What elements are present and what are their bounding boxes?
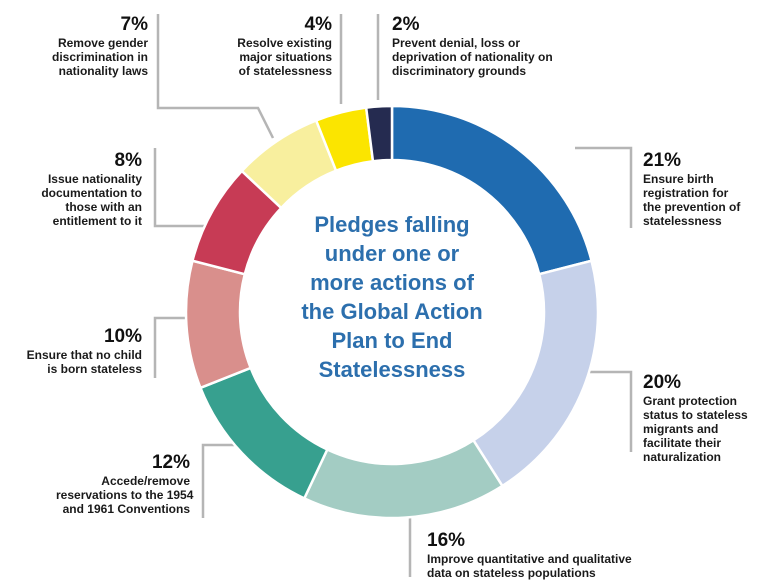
donut-slices bbox=[184, 104, 600, 520]
slice-description-line: migrants and bbox=[643, 422, 719, 436]
chart-title-line-6: Statelessness bbox=[318, 357, 466, 382]
slice-description-line: Issue nationality bbox=[47, 172, 142, 186]
slice-description-line: Accede/remove bbox=[101, 474, 190, 488]
slice-label-nationality-documentation: 8% Issue nationality documentation to those… bbox=[30, 150, 142, 228]
slice-description-line: and 1961 Conventions bbox=[62, 502, 190, 516]
slice-description-line: statelessness bbox=[643, 214, 722, 228]
slice-percent-no-child-stateless: 10% bbox=[103, 326, 142, 347]
slice-no-child-stateless bbox=[184, 259, 253, 390]
slice-percent-gender-discrimination: 7% bbox=[120, 14, 148, 35]
slice-description-protection-status: Grant protection status to stateless migra… bbox=[643, 394, 748, 464]
slice-description-nationality-documentation: Issue nationality documentation to those w… bbox=[30, 172, 142, 228]
slice-description-line: reservations to the 1954 bbox=[56, 488, 194, 502]
slice-percent-improve-data: 16% bbox=[427, 530, 466, 551]
chart-title-line-5: Plan to End bbox=[331, 328, 453, 353]
chart-title-line-4: the Global Action bbox=[301, 299, 483, 324]
slice-description-line: the prevention of bbox=[643, 200, 741, 214]
slice-label-improve-data: 16% Improve quantitative and qualitative d… bbox=[427, 530, 632, 580]
slice-label-accede-conventions: 12% Accede/remove reservations to the 1954… bbox=[56, 452, 194, 516]
slice-description-resolve-situations: Resolve existing major situations of state… bbox=[213, 36, 332, 78]
slice-description-improve-data: Improve quantitative and qualitative data… bbox=[427, 552, 632, 580]
slice-description-line: major situations bbox=[239, 50, 332, 64]
slice-description-line: discriminatory grounds bbox=[392, 64, 527, 78]
slice-percent-resolve-situations: 4% bbox=[304, 14, 332, 35]
slice-description-birth-registration: Ensure birth registration for the preventi… bbox=[643, 172, 740, 228]
slice-description-line: is born stateless bbox=[47, 362, 142, 376]
leader-line-protection-status bbox=[590, 370, 633, 452]
slice-description-line: nationality laws bbox=[58, 64, 148, 78]
slice-percent-birth-registration: 21% bbox=[643, 150, 682, 171]
slice-percent-accede-conventions: 12% bbox=[151, 452, 190, 473]
slice-percent-nationality-documentation: 8% bbox=[114, 150, 142, 171]
slice-label-birth-registration: 21% Ensure birth registration for the preve… bbox=[643, 150, 740, 228]
slice-description-line: registration for bbox=[643, 186, 729, 200]
slice-description-line: Ensure that no child bbox=[26, 348, 142, 362]
slice-description-line: deprivation of nationality on bbox=[392, 50, 553, 64]
leader-line-gender-discrimination bbox=[156, 14, 275, 139]
slice-prevent-denial bbox=[364, 104, 394, 163]
slice-accede-conventions bbox=[198, 366, 329, 501]
slice-description-line: status to stateless bbox=[643, 408, 748, 422]
slice-label-prevent-denial: 2% Prevent denial, loss or deprivation of … bbox=[392, 14, 553, 78]
slice-label-gender-discrimination: 7% Remove gender discrimination in national… bbox=[30, 14, 148, 78]
chart-title-line-2: under one or bbox=[324, 241, 460, 266]
slice-description-line: discrimination in bbox=[51, 50, 148, 64]
slice-description-line: Remove gender bbox=[57, 36, 148, 50]
slice-description-line: those with an bbox=[65, 200, 142, 214]
slice-description-line: naturalization bbox=[643, 450, 722, 464]
slice-description-line: Prevent denial, loss or bbox=[392, 36, 521, 50]
slice-percent-prevent-denial: 2% bbox=[392, 14, 420, 35]
slice-description-line: Ensure birth bbox=[643, 172, 714, 186]
slice-label-no-child-stateless: 10% Ensure that no child is born stateless bbox=[8, 326, 142, 376]
leader-line-no-child-stateless bbox=[153, 316, 188, 378]
leader-line-nationality-documentation bbox=[153, 148, 206, 228]
chart-title: Pledges falling under one or more action… bbox=[282, 210, 502, 384]
chart-title-line-3: more actions of bbox=[310, 270, 474, 295]
slice-description-line: of statelessness bbox=[238, 64, 332, 78]
slice-improve-data bbox=[302, 438, 505, 520]
slice-description-line: Improve quantitative and qualitative bbox=[427, 552, 632, 566]
slice-label-resolve-situations: 4% Resolve existing major situations of sta… bbox=[213, 14, 332, 78]
slice-description-line: facilitate their bbox=[643, 436, 722, 450]
slice-description-no-child-stateless: Ensure that no child is born stateless bbox=[8, 348, 142, 376]
slice-description-gender-discrimination: Remove gender discrimination in nationalit… bbox=[30, 36, 148, 78]
slice-description-line: entitlement to it bbox=[52, 214, 142, 228]
leader-line-accede-conventions bbox=[201, 443, 236, 518]
slice-description-line: data on stateless populations bbox=[427, 566, 596, 580]
slice-percent-protection-status: 20% bbox=[643, 372, 682, 393]
slice-description-line: Resolve existing bbox=[237, 36, 332, 50]
slice-description-accede-conventions: Accede/remove reservations to the 1954 and… bbox=[56, 474, 194, 516]
slice-description-prevent-denial: Prevent denial, loss or deprivation of na… bbox=[392, 36, 553, 78]
leader-line-birth-registration bbox=[575, 146, 633, 228]
chart-title-line-1: Pledges falling bbox=[314, 212, 470, 237]
slice-label-protection-status: 20% Grant protection status to stateless mi… bbox=[643, 372, 748, 464]
slice-description-line: Grant protection bbox=[643, 394, 738, 408]
slice-description-line: documentation to bbox=[41, 186, 142, 200]
